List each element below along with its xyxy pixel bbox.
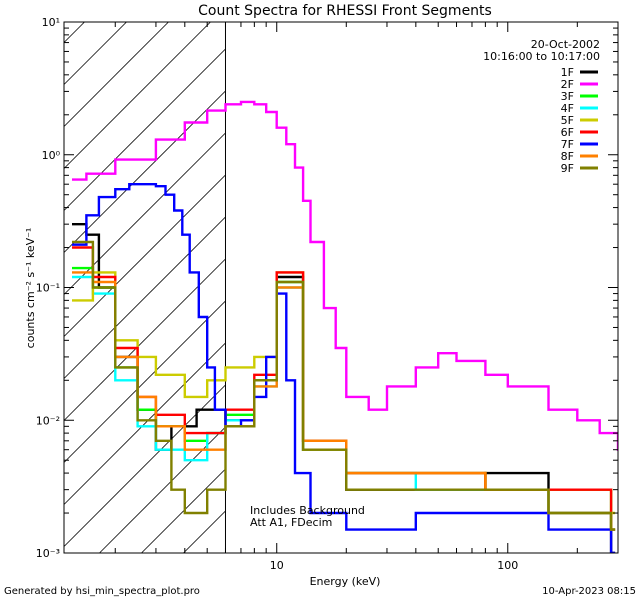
hatch-line	[63, 300, 226, 463]
legend-header: 20-Oct-2002 10:16:00 to 10:17:00	[483, 38, 600, 63]
legend-label: 4F	[561, 102, 574, 115]
legend-label: 5F	[561, 114, 574, 127]
hatch-line	[99, 426, 226, 554]
hatch-line	[63, 21, 211, 169]
footer-generated-by: Generated by hsi_min_spectra_plot.pro	[4, 586, 200, 597]
x-tick-label: 100	[497, 559, 518, 572]
series-4F	[72, 275, 616, 531]
y-tick-label: 10¹	[42, 16, 60, 29]
hatch-line	[141, 468, 226, 554]
annotation-line-2: Att A1, FDecim	[250, 516, 332, 529]
legend-label: 7F	[561, 138, 574, 151]
hatch-line	[183, 510, 226, 554]
legend-date: 20-Oct-2002	[531, 38, 600, 51]
y-tick-label: 10⁻³	[36, 547, 60, 560]
series-2F	[72, 100, 618, 451]
legend-label: 3F	[561, 90, 574, 103]
series-5F	[72, 271, 616, 515]
chart-title: Count Spectra for RHESSI Front Segments	[198, 3, 492, 19]
series-layer	[72, 100, 618, 553]
hatch-line	[63, 21, 169, 127]
axes: 10 100 10⁻³ 10⁻² 10⁻¹ 10⁰ 10¹	[36, 16, 619, 572]
hatch-line	[63, 48, 226, 211]
hatched-region	[63, 21, 226, 554]
hatch-line	[63, 90, 226, 253]
annotation: Includes Background Att A1, FDecim	[250, 504, 365, 529]
y-tick-label: 10⁻¹	[36, 282, 60, 295]
legend-label: 9F	[561, 162, 574, 175]
y-tick-label: 10⁻²	[36, 414, 60, 427]
hatch-line	[63, 216, 226, 379]
legend-label: 8F	[561, 150, 574, 163]
annotation-line-1: Includes Background	[250, 504, 365, 517]
hatch-line	[63, 342, 226, 505]
hatch-line	[63, 21, 85, 43]
series-6F	[72, 246, 616, 531]
x-tick-label: 10	[270, 559, 284, 572]
series-8F	[72, 271, 616, 531]
legend-time-range: 10:16:00 to 10:17:00	[483, 50, 600, 63]
legend-label: 1F	[561, 66, 574, 79]
legend-label: 6F	[561, 126, 574, 139]
hatch-line	[63, 21, 127, 85]
series-9F	[72, 240, 616, 531]
hatch-line	[63, 384, 226, 547]
hatch-line	[63, 132, 226, 295]
footer-timestamp: 10-Apr-2023 08:15	[542, 586, 636, 597]
x-axis-label: Energy (keV)	[310, 575, 381, 588]
y-axis-label: counts cm⁻² s⁻¹ keV⁻¹	[24, 228, 37, 349]
series-7F	[72, 183, 616, 553]
hatch-line	[63, 174, 226, 337]
legend-label: 2F	[561, 78, 574, 91]
y-tick-label: 10⁰	[42, 149, 61, 162]
